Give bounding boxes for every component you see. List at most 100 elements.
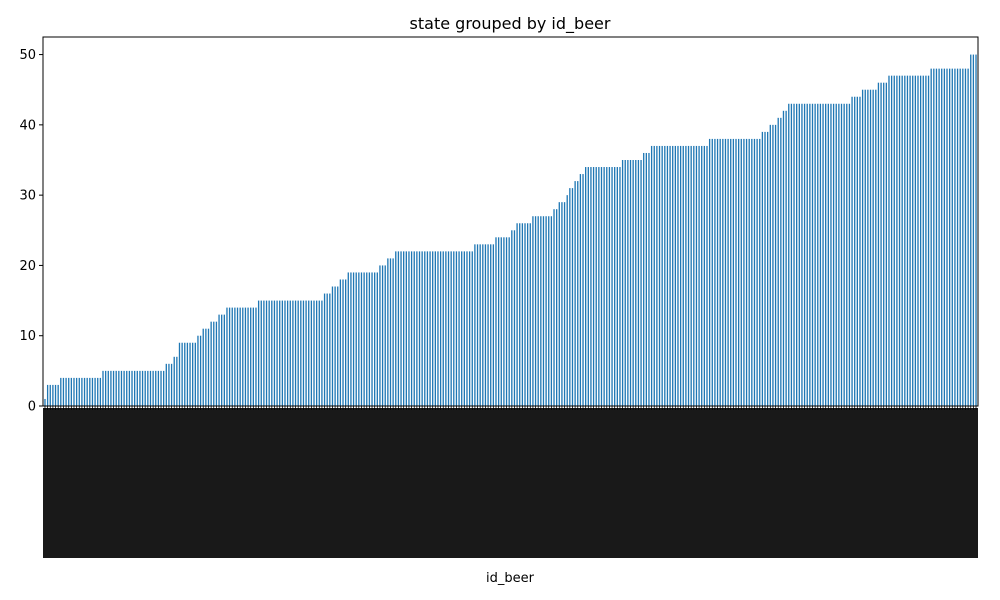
bar (104, 370, 107, 406)
bar (94, 377, 96, 406)
bar (403, 251, 405, 406)
bar (318, 300, 320, 406)
bar (160, 370, 162, 406)
bar (107, 370, 109, 406)
y-tick-label: 40 (19, 118, 36, 133)
bar (379, 265, 381, 406)
bar-series (44, 54, 977, 407)
bar (848, 103, 851, 407)
bar (292, 300, 294, 406)
bar (273, 300, 276, 406)
bar (392, 258, 394, 406)
bar (218, 314, 220, 406)
bar (439, 251, 442, 406)
bar (331, 286, 334, 406)
bar (537, 216, 539, 406)
bar (648, 152, 650, 406)
bar (194, 342, 196, 406)
bar (234, 307, 236, 406)
bar (693, 145, 695, 406)
bar (337, 286, 339, 406)
bar (914, 75, 917, 406)
bar (893, 75, 895, 406)
bar (144, 370, 146, 406)
bar (186, 342, 189, 406)
bar (645, 152, 647, 406)
bar (202, 328, 204, 406)
bar (395, 251, 397, 406)
bar (745, 138, 748, 406)
bar (68, 377, 70, 406)
bar (163, 370, 165, 406)
bar (468, 251, 471, 406)
bar (706, 145, 708, 406)
bar (674, 145, 677, 406)
bar (484, 244, 487, 406)
bar (168, 363, 170, 406)
bar (89, 377, 91, 406)
bar (75, 377, 78, 406)
bar (883, 82, 885, 406)
bar (793, 103, 795, 407)
bar (698, 145, 700, 406)
bar (424, 251, 426, 406)
bar (827, 103, 829, 407)
bar (598, 167, 600, 406)
bar (922, 75, 924, 406)
bar (260, 300, 262, 406)
bar (91, 377, 94, 406)
bar (463, 251, 465, 406)
bar (542, 216, 545, 406)
bar (927, 75, 930, 406)
bar (492, 244, 495, 406)
bar (643, 152, 645, 406)
bar (115, 370, 117, 406)
bar (930, 68, 932, 406)
bar (326, 293, 328, 406)
bar (355, 272, 357, 406)
bar (176, 356, 178, 406)
bar (590, 167, 592, 406)
y-tick-label: 0 (28, 400, 36, 415)
bar (664, 145, 666, 406)
bar (563, 202, 566, 406)
bar (118, 370, 120, 406)
bar (919, 75, 922, 406)
bar (782, 110, 785, 407)
bar (558, 202, 560, 406)
bar (885, 82, 888, 406)
bar (474, 244, 476, 406)
bar (429, 251, 431, 406)
bar (838, 103, 840, 407)
bar (405, 251, 407, 406)
bar (595, 167, 597, 406)
bar (774, 124, 777, 407)
bar (347, 272, 349, 406)
bar (819, 103, 822, 407)
bar (906, 75, 909, 406)
bar (603, 167, 605, 406)
bar (215, 321, 218, 406)
bar (714, 138, 716, 406)
bar (627, 160, 629, 406)
bar (445, 251, 447, 406)
bar (192, 342, 194, 406)
bar (653, 145, 655, 406)
bar (231, 307, 233, 406)
bar (851, 96, 853, 407)
bar (571, 188, 574, 406)
bar (397, 251, 400, 406)
bar (65, 377, 67, 406)
bar (389, 258, 392, 406)
bar (614, 167, 616, 406)
bar (890, 75, 893, 406)
bar (946, 68, 948, 406)
x-axis-ticks (43, 406, 978, 558)
bar (155, 370, 157, 406)
bar (569, 188, 571, 406)
bar (943, 68, 946, 406)
bar (52, 384, 54, 406)
bar (376, 272, 378, 406)
bar (500, 237, 502, 406)
bar (112, 370, 115, 406)
